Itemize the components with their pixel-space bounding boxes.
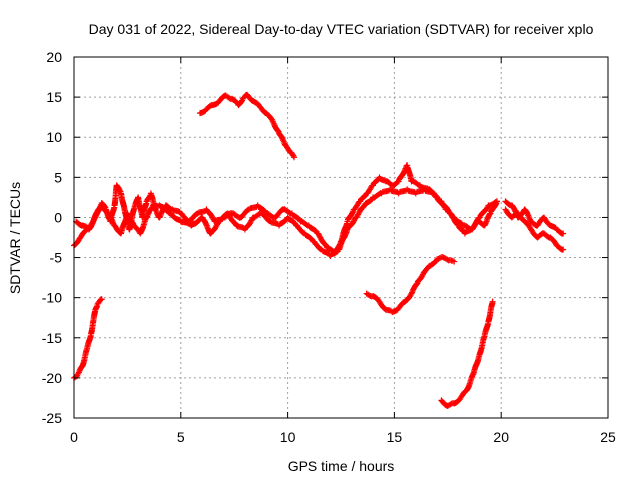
data-point xyxy=(489,298,496,305)
chart-title: Day 031 of 2022, Sidereal Day-to-day VTE… xyxy=(89,21,594,37)
x-axis-label: GPS time / hours xyxy=(288,458,395,474)
series-seg6 xyxy=(197,91,298,161)
series-seg1 xyxy=(71,296,105,381)
y-tick-label: -25 xyxy=(42,410,62,426)
x-tick-label: 25 xyxy=(600,429,616,445)
y-tick-label: 10 xyxy=(46,129,62,145)
data-point xyxy=(451,258,458,265)
data-layer xyxy=(71,91,567,409)
x-tick-label: 20 xyxy=(493,429,509,445)
plot-frame xyxy=(73,56,609,419)
series-seg3 xyxy=(73,186,500,259)
y-tick-label: -10 xyxy=(42,290,62,306)
data-point xyxy=(560,246,567,253)
y-tick-label: 0 xyxy=(54,209,62,225)
series-seg7 xyxy=(363,254,458,316)
y-axis-label: SDTVAR / TECUs xyxy=(7,182,23,294)
x-tick-label: 15 xyxy=(387,429,403,445)
y-tick-label: -20 xyxy=(42,370,62,386)
x-tick-label: 10 xyxy=(280,429,296,445)
x-tick-label: 5 xyxy=(177,429,185,445)
data-point xyxy=(493,198,500,205)
y-tick-label: -5 xyxy=(50,250,63,266)
y-tick-label: 5 xyxy=(54,169,62,185)
series-seg2 xyxy=(71,162,500,257)
grid xyxy=(74,57,608,418)
data-marker xyxy=(116,187,123,194)
series-seg8 xyxy=(438,298,496,409)
data-point xyxy=(560,230,567,237)
data-marker xyxy=(449,257,456,264)
data-point xyxy=(98,296,105,303)
data-marker xyxy=(238,98,245,105)
data-point xyxy=(291,154,298,161)
ticks: 0 5 10 15 20 25 -25 -20 -15 -10 -5 0 5 10 15 20 xyxy=(42,49,616,445)
y-tick-label: 20 xyxy=(46,49,62,65)
y-tick-label: -15 xyxy=(42,330,62,346)
x-tick-label: 0 xyxy=(70,429,78,445)
series-seg5 xyxy=(502,206,567,253)
y-tick-label: 15 xyxy=(46,89,62,105)
